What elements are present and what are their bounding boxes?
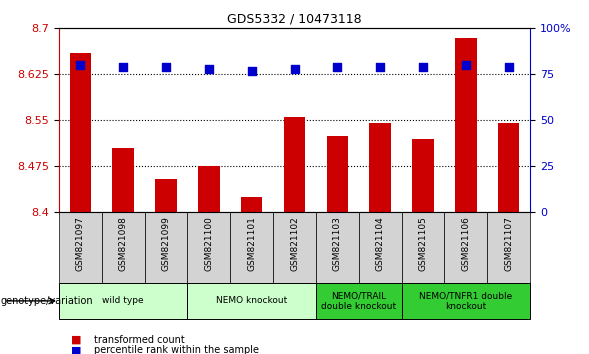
Text: GSM821103: GSM821103 — [333, 216, 342, 271]
Bar — [498, 124, 519, 212]
Bar — [70, 53, 91, 212]
Point — [75, 62, 85, 68]
Bar — [187, 212, 230, 283]
Text: GSM821105: GSM821105 — [419, 216, 428, 271]
Text: GSM821100: GSM821100 — [204, 216, 213, 271]
Text: GSM821098: GSM821098 — [118, 216, 128, 271]
Text: GSM821106: GSM821106 — [461, 216, 471, 271]
Text: GSM821104: GSM821104 — [376, 216, 385, 271]
Text: GSM821107: GSM821107 — [504, 216, 513, 271]
Bar — [316, 212, 359, 283]
Text: NEMO/TNFR1 double
knockout: NEMO/TNFR1 double knockout — [419, 291, 512, 310]
Bar — [59, 212, 102, 283]
Bar — [369, 124, 391, 212]
Bar — [284, 117, 305, 212]
Bar — [155, 179, 177, 212]
Text: ■: ■ — [71, 335, 81, 345]
Text: GSM821099: GSM821099 — [161, 216, 170, 271]
Bar — [144, 212, 187, 283]
Bar — [102, 212, 144, 283]
Bar — [487, 212, 530, 283]
Point — [504, 64, 514, 70]
Text: ■: ■ — [71, 346, 81, 354]
Text: NEMO knockout: NEMO knockout — [216, 296, 287, 306]
Text: percentile rank within the sample: percentile rank within the sample — [94, 346, 259, 354]
Bar — [273, 212, 316, 283]
Title: GDS5332 / 10473118: GDS5332 / 10473118 — [227, 13, 362, 26]
Bar — [455, 38, 477, 212]
Text: transformed count: transformed count — [94, 335, 185, 345]
Text: NEMO/TRAIL
double knockout: NEMO/TRAIL double knockout — [321, 291, 396, 310]
Point — [290, 66, 299, 72]
Point — [461, 62, 471, 68]
Bar — [59, 283, 187, 319]
Point — [247, 68, 256, 74]
Text: GSM821102: GSM821102 — [290, 216, 299, 271]
Text: GSM821101: GSM821101 — [247, 216, 256, 271]
Bar — [316, 283, 402, 319]
Bar — [230, 212, 273, 283]
Bar — [412, 139, 434, 212]
Point — [418, 64, 428, 70]
Bar — [112, 148, 134, 212]
Bar — [187, 283, 316, 319]
Point — [204, 66, 214, 72]
Bar — [241, 197, 262, 212]
Bar — [327, 136, 348, 212]
Text: genotype/variation: genotype/variation — [1, 296, 93, 306]
Bar — [402, 212, 445, 283]
Bar — [402, 283, 530, 319]
Point — [333, 64, 342, 70]
Point — [375, 64, 385, 70]
Bar — [359, 212, 402, 283]
Point — [161, 64, 171, 70]
Point — [118, 64, 128, 70]
Text: GSM821097: GSM821097 — [76, 216, 85, 271]
Bar — [198, 166, 220, 212]
Bar — [445, 212, 487, 283]
Text: wild type: wild type — [102, 296, 144, 306]
